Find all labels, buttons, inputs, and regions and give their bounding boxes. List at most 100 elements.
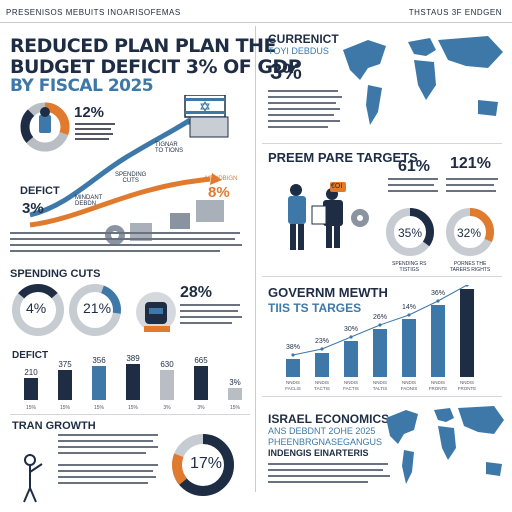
govt-trend-point (378, 323, 382, 327)
govt-title-2: TIIS TS TARGES (268, 301, 362, 315)
orange-arrow-icon (210, 173, 222, 185)
deficit-label: DEFICT (20, 185, 60, 197)
preem-ring-fill-2 (446, 208, 494, 256)
deficit-bar (194, 366, 208, 400)
israel-line-3: PHEENBRGNASEGANGUS (268, 437, 383, 447)
deficit-bar-value: 389 (126, 354, 140, 363)
deficit-bar-chart: 210 15% 375 15% 356 15% 389 15% 630 3% 665 3% 3% 15% (24, 354, 242, 411)
govt-bar-label: NNDIS (286, 380, 300, 385)
preem-stat-1: 61% (398, 158, 431, 175)
deficit-bars-divider (10, 414, 250, 415)
deficit-value: 3% (22, 200, 44, 217)
govt-trend-point (407, 313, 411, 317)
govt-trend-point (320, 347, 324, 351)
person-icon (39, 115, 51, 133)
world-map-top (343, 36, 503, 125)
top-right-caption: THSTAUS 3F ENDGEN (408, 8, 502, 17)
deficit-bar (160, 370, 174, 400)
govt-bar-label: NNDIS (431, 380, 445, 385)
preem-chip-label: €OI (331, 183, 343, 190)
growth-title: TRAN GROWTH (12, 420, 96, 432)
euro-chip (330, 182, 346, 192)
person-growth-icon (23, 454, 43, 503)
preem-illustration (288, 182, 369, 250)
deficit-bars-title: DEFICT (12, 350, 49, 361)
govt-bar (373, 329, 387, 377)
preem-ring-2-value: 32% (457, 226, 482, 240)
deficit-bar-value: 210 (24, 368, 38, 377)
govt-bar (460, 289, 474, 377)
preem-ring-1-value: 35% (398, 226, 423, 240)
deficit-donut-value: 12% (74, 104, 105, 121)
body-text-block (10, 232, 242, 252)
column-divider (255, 26, 256, 492)
growth-illustration (23, 434, 234, 503)
deficit-bar-value: 630 (160, 360, 174, 369)
gear-block-icon (170, 213, 190, 229)
govt-bar-label: TACTIS (314, 386, 330, 391)
govt-trend-point (465, 285, 469, 287)
growth-donut-navy (172, 434, 234, 496)
govt-bar (344, 341, 358, 377)
deficit-bar-value: 3% (229, 378, 241, 387)
deficit-bar-value: 665 (194, 356, 208, 365)
presenter-icon (311, 188, 343, 248)
govt-bar (431, 305, 445, 377)
deficit-bar (92, 366, 106, 400)
headline-line-3: BY FISCAL 2025 (10, 76, 154, 96)
world-map-bottom (386, 406, 504, 484)
preem-text-lines (388, 178, 498, 192)
ring-fill-1 (12, 284, 64, 336)
deficit-bar-value: 375 (58, 360, 72, 369)
govt-bar-chart: 38%NNDISFACLIS23%NNDISTACTIS30%NNDISFACT… (285, 285, 476, 391)
preem-rings (386, 208, 494, 256)
preem-title: PREEM PARE TARGETS (268, 150, 418, 165)
reduction-value: 8% (208, 184, 230, 201)
path-label-mindant: MINDANT DEBDN (75, 195, 103, 207)
govt-bar-label: FACTIS (343, 386, 359, 391)
reduction-label: MENDBIGN (205, 176, 238, 182)
cube-icon-2 (196, 200, 224, 222)
israel-text-block (268, 463, 390, 483)
govt-bar-label: NNDIS (315, 380, 329, 385)
govt-bar-value: 26% (373, 314, 387, 321)
israel-title: ISRAEL ECONOMICS (268, 412, 390, 426)
current-subtitle: TOYI DEBDUS (268, 46, 329, 56)
deficit-bar (126, 364, 140, 400)
govt-bar-value: 30% (344, 326, 358, 333)
section-divider-2 (262, 276, 502, 277)
israel-line-2: ANS DEBDNT 2OHE 2025 (268, 426, 376, 436)
government-building-icon (189, 116, 229, 138)
govt-trend-point (291, 353, 295, 357)
govt-bar-label: NNDIS (402, 380, 416, 385)
govt-bar-label: NNDIS (460, 380, 474, 385)
deficit-bar-label: 15% (94, 405, 105, 411)
deficit-bar-label: 3% (197, 405, 205, 411)
deficit-bar-label: 15% (128, 405, 139, 411)
spending-ring-2-value: 21% (83, 300, 112, 316)
deficit-bar (24, 378, 38, 400)
current-text-block (268, 90, 342, 128)
header-divider (0, 22, 512, 23)
govt-bar-label: NNDIS (344, 380, 358, 385)
preem-ring-1-label: SPENDING RS TISTIGS (392, 261, 427, 273)
current-title: CURRENICT (268, 32, 339, 46)
govt-bar-label: FAONIS (401, 386, 418, 391)
govt-bar-label: TALTIS (373, 386, 388, 391)
govt-bar-value: 23% (315, 338, 329, 345)
govt-bar (315, 353, 329, 377)
rising-trend-path (29, 117, 192, 218)
govt-trend-point (436, 299, 440, 303)
govt-bar (402, 319, 416, 377)
top-left-caption: PRESENISOS MEBUITS INOARISOFEMAS (6, 8, 181, 17)
growth-donut-value: 17% (190, 455, 223, 472)
headline-line-2: BUDGET DEFICIT 3% OF GDP (10, 56, 302, 78)
current-value: 3% (270, 59, 302, 84)
deficit-bar-value: 356 (92, 356, 106, 365)
govt-title-1: GOVERNM MEWTH (268, 285, 388, 300)
path-label-spending-cuts: SPENDING CUTS (115, 172, 147, 184)
govt-bar-value: 36% (431, 290, 445, 297)
spending-ring-1-value: 4% (26, 300, 47, 316)
preem-ring-2-label: PORNES THE TARERS RIGHTS (450, 261, 491, 273)
preem-ring-fill-1 (386, 208, 434, 256)
